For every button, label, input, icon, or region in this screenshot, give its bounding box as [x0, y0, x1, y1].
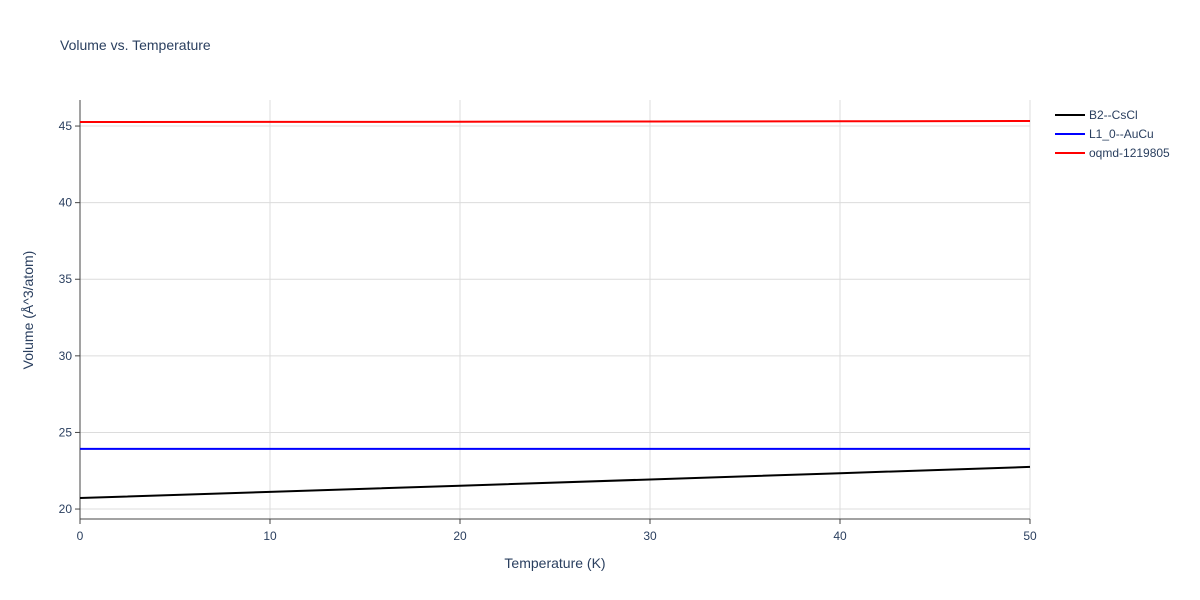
x-tick-label: 20: [453, 529, 467, 543]
y-tick-label: 25: [59, 425, 73, 439]
x-axis-title: Temperature (K): [504, 555, 605, 571]
y-axis-title: Volume (Å^3/atom): [20, 251, 36, 370]
y-tick-label: 35: [59, 272, 73, 286]
legend-label: B2--CsCl: [1089, 108, 1138, 122]
x-tick-label: 10: [263, 529, 277, 543]
y-tick-label: 20: [59, 502, 73, 516]
y-tick-label: 40: [59, 196, 73, 210]
y-tick-label: 30: [59, 349, 73, 363]
chart-title: Volume vs. Temperature: [60, 37, 211, 53]
series-line: [79, 465, 1031, 500]
legend-label: oqmd-1219805: [1089, 146, 1170, 160]
x-tick-label: 50: [1023, 529, 1037, 543]
series-line: [79, 119, 1031, 124]
x-tick-label: 30: [643, 529, 657, 543]
x-tick-label: 40: [833, 529, 847, 543]
x-tick-label: 0: [77, 529, 84, 543]
y-tick-label: 45: [59, 119, 73, 133]
legend-label: L1_0--AuCu: [1089, 127, 1154, 141]
